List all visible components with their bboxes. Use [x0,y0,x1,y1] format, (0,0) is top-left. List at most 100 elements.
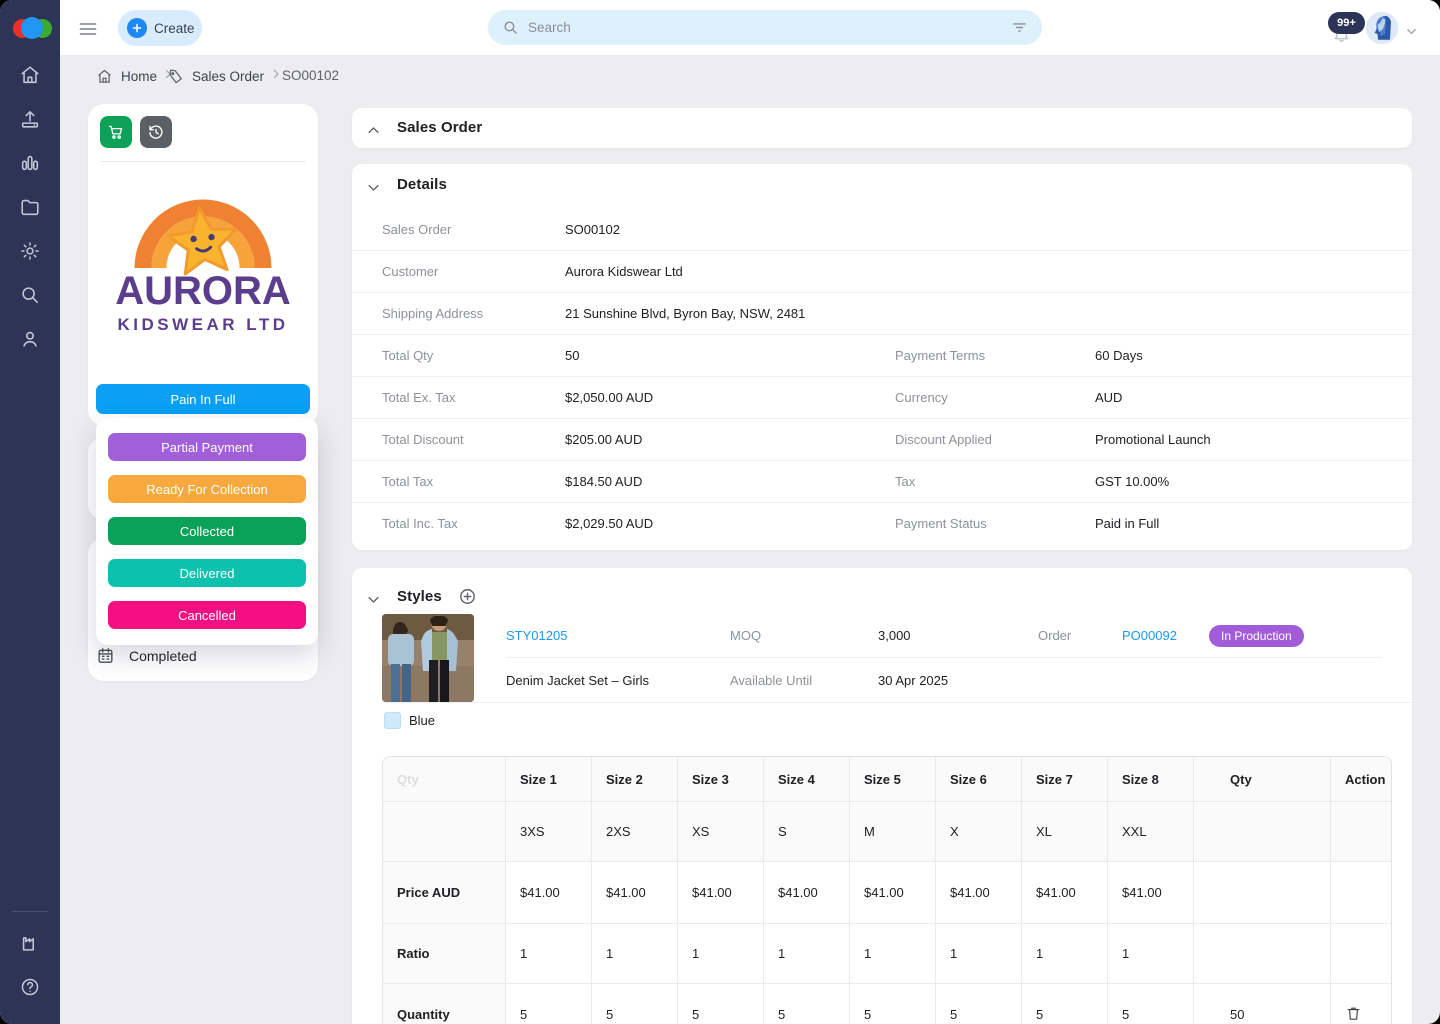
cart-button[interactable] [100,116,132,148]
detail-value: $184.50 AUD [565,474,643,489]
order-label: Order [1038,628,1072,643]
size-name: S [763,802,849,861]
col-header-action: Action [1330,757,1391,801]
styles-section-title: Styles [397,588,442,605]
add-style-icon[interactable] [458,587,477,606]
detail-row: Total Discount $205.00 AUD Discount Appl… [352,418,1412,460]
quantity-cell[interactable]: 5 [677,984,763,1024]
nav-settings-icon[interactable] [19,240,41,262]
collapse-chevron-down-icon[interactable] [366,592,381,603]
status-option-delivered[interactable]: Delivered [108,559,306,587]
account-chevron-down-icon[interactable] [1404,24,1419,34]
price-cell: $41.00 [505,862,591,923]
detail-label: Shipping Address [382,306,484,321]
filter-icon[interactable] [1011,19,1028,36]
breadcrumb-home-label: Home [121,69,158,84]
payment-status-button[interactable]: Pain In Full [96,384,310,414]
ratio-cell: 1 [1107,924,1193,983]
breadcrumb-sales-order-label: Sales Order [192,69,265,84]
price-cell: $41.00 [1021,862,1107,923]
size-table: Qty Size 1 Size 2 Size 3 Size 4 Size 5 S… [382,756,1392,1024]
create-button[interactable]: Create [118,10,202,46]
user-avatar[interactable] [1366,12,1398,44]
order-link[interactable]: PO00092 [1122,628,1177,643]
detail-value: $2,029.50 AUD [565,516,654,531]
size-name: XXL [1107,802,1193,861]
price-cell: $41.00 [1107,862,1193,923]
price-row: Price AUD $41.00 $41.00 $41.00 $41.00 $4… [383,861,1391,923]
quantity-cell[interactable]: 5 [935,984,1021,1024]
size-names-row: 3XS 2XS XS S M X XL XXL [383,801,1391,861]
detail-label: Total Qty [382,348,434,363]
price-cell: $41.00 [763,862,849,923]
ratio-cell: 1 [849,924,935,983]
topbar: Create 99+ [60,0,1440,56]
status-option-cancelled[interactable]: Cancelled [108,601,306,629]
logo-blue-dot [21,17,43,39]
divider [100,161,306,162]
size-name: XS [677,802,763,861]
nav-home-icon[interactable] [19,64,41,86]
color-name: Blue [409,713,436,728]
app-logo[interactable] [11,15,52,41]
sales-order-section-card: Sales Order [352,108,1412,148]
history-button[interactable] [140,116,172,148]
breadcrumb-home[interactable]: Home [96,68,157,85]
price-cell: $41.00 [935,862,1021,923]
customer-card: AURORA KIDSWEAR LTD Pain In Full [88,104,318,426]
details-section-title: Details [397,176,447,193]
breadcrumb-sales-order[interactable]: Sales Order [167,68,264,85]
status-option-partial-payment[interactable]: Partial Payment [108,433,306,461]
menu-icon[interactable] [78,19,98,37]
row-label: Price AUD [383,862,505,923]
detail-label: Total Tax [382,474,434,489]
sidebar [0,0,60,1024]
collapse-chevron-up-icon[interactable] [366,123,381,133]
completed-row[interactable]: Completed [96,646,197,665]
quantity-cell[interactable]: 5 [591,984,677,1024]
available-until-value: 30 Apr 2025 [878,672,949,688]
detail-value: $205.00 AUD [565,432,643,447]
delete-row-trash-icon[interactable] [1345,1005,1362,1024]
price-cell: $41.00 [677,862,763,923]
nav-search-icon[interactable] [19,284,41,306]
quantity-cell[interactable]: 5 [763,984,849,1024]
quantity-cell[interactable]: 5 [1021,984,1107,1024]
detail-label: Sales Order [382,221,452,237]
collapse-chevron-down-icon[interactable] [366,180,381,191]
quantity-row: Quantity 5 5 5 5 5 5 5 5 50 [383,983,1391,1024]
nav-upload-icon[interactable] [19,108,41,130]
size-name: XL [1021,802,1107,861]
quantity-cell[interactable]: 5 [505,984,591,1024]
col-header: Size 6 [935,757,1021,801]
notification-count-badge[interactable]: 99+ [1328,12,1365,34]
detail-row: Sales Order SO00102 [352,208,1412,250]
ratio-cell: 1 [1021,924,1107,983]
detail-label: Total Inc. Tax [382,516,458,531]
quantity-cell[interactable]: 5 [849,984,935,1024]
nav-user-icon[interactable] [19,328,41,350]
status-dropdown: Partial Payment Ready For Collection Col… [96,418,318,645]
detail-value: SO00102 [565,221,620,237]
quantity-total: 50 [1193,984,1330,1024]
nav-factory-icon[interactable] [19,932,41,954]
styles-card: Styles [352,568,1412,1024]
status-option-collected[interactable]: Collected [108,517,306,545]
create-label: Create [154,20,195,36]
svg-text:AURORA: AURORA [115,269,291,313]
search-input[interactable] [528,20,1002,35]
ratio-cell: 1 [935,924,1021,983]
status-option-ready-for-collection[interactable]: Ready For Collection [108,475,306,503]
breadcrumb-separator [260,68,292,80]
divider [382,702,1412,703]
style-name: Denim Jacket Set – Girls [506,672,650,688]
detail-value: Aurora Kidswear Ltd [565,264,683,279]
nav-help-icon[interactable] [19,976,41,998]
quantity-cell[interactable]: 5 [1107,984,1193,1024]
style-code-link[interactable]: STY01205 [506,628,568,643]
nav-analytics-icon[interactable] [19,152,41,174]
available-until-label: Available Until [730,672,813,688]
sidebar-divider [12,911,48,912]
nav-folder-icon[interactable] [19,196,41,218]
